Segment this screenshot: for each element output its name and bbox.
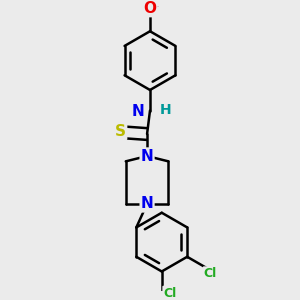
Text: N: N [141,148,153,164]
Text: Cl: Cl [204,267,217,280]
Text: H: H [160,103,171,117]
Text: O: O [143,1,157,16]
Text: Cl: Cl [163,287,177,300]
Text: S: S [115,124,126,139]
Text: N: N [141,196,153,211]
Text: N: N [132,104,145,119]
